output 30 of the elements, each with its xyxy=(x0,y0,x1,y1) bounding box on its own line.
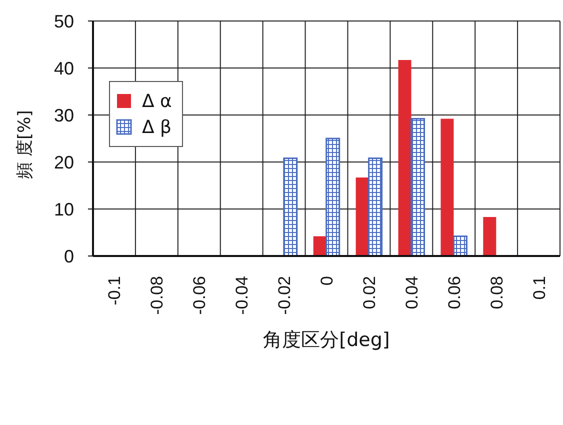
y-tick-label: 20 xyxy=(54,152,74,172)
bar xyxy=(483,216,496,256)
x-axis-title: 角度区分[deg] xyxy=(263,329,390,351)
y-tick-label: 30 xyxy=(54,105,74,126)
legend-label: Δ β xyxy=(142,116,172,138)
x-tick-label: -0.04 xyxy=(232,276,252,315)
bar xyxy=(452,236,468,256)
x-tick-label: 0.08 xyxy=(486,276,506,310)
x-tick-label: 0.1 xyxy=(529,276,548,300)
y-tick-label: 10 xyxy=(54,199,74,220)
x-tick-label: 0.06 xyxy=(444,276,464,310)
bar xyxy=(368,157,383,256)
x-tick-label: -0.02 xyxy=(274,276,294,315)
x-tick-label: -0.08 xyxy=(147,276,166,315)
x-tick-label: -0.1 xyxy=(104,276,124,306)
x-tick-label: 0.04 xyxy=(402,276,421,310)
x-tick-label: 0 xyxy=(317,276,336,286)
y-tick-label: 40 xyxy=(54,58,74,78)
x-tick-label: 0.02 xyxy=(359,276,378,310)
x-tick-label: -0.06 xyxy=(190,276,209,315)
y-axis-title: 頻 度[%] xyxy=(15,110,35,179)
bar xyxy=(440,118,454,256)
y-tick-label: 50 xyxy=(54,11,74,32)
legend-label: Δ α xyxy=(142,90,172,112)
y-tick-label: 0 xyxy=(64,246,74,266)
bar xyxy=(326,138,340,256)
bar xyxy=(283,157,298,256)
bar xyxy=(356,178,369,256)
bar xyxy=(398,60,412,256)
bar xyxy=(410,118,425,256)
